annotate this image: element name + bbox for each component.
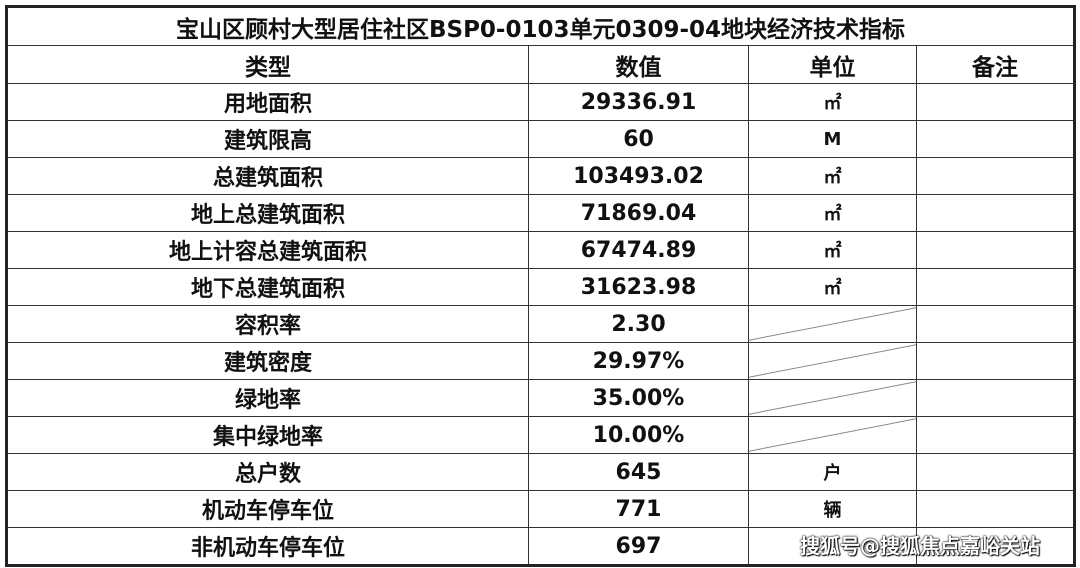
value-cell: 35.00% xyxy=(528,379,749,417)
type-cell: 总户数 xyxy=(6,453,529,491)
table-row: 机动车停车位 771 辆 xyxy=(6,490,1076,528)
note-cell xyxy=(915,379,1076,417)
value-cell: 71869.04 xyxy=(528,194,749,232)
note-cell xyxy=(915,342,1076,380)
unit-cell xyxy=(748,342,917,380)
type-cell: 容积率 xyxy=(6,305,529,343)
unit-cell: M xyxy=(748,120,917,158)
header-row: 类型 数值 单位 备注 xyxy=(6,45,1076,84)
table-row: 地上总建筑面积 71869.04 ㎡ xyxy=(6,194,1076,232)
unit-cell: ㎡ xyxy=(748,194,917,232)
note-cell xyxy=(915,83,1076,121)
header-value: 数值 xyxy=(528,45,749,84)
type-cell: 用地面积 xyxy=(6,83,529,121)
type-cell: 建筑密度 xyxy=(6,342,529,380)
table-title: 宝山区顾村大型居住社区BSP0-0103单元0309-04地块经济技术指标 xyxy=(5,6,1076,46)
value-cell: 29.97% xyxy=(528,342,749,380)
table-row: 总户数 645 户 xyxy=(6,453,1076,491)
note-cell xyxy=(915,527,1076,566)
value-cell: 60 xyxy=(528,120,749,158)
diagonal-slash xyxy=(749,380,916,416)
value-cell: 2.30 xyxy=(528,305,749,343)
type-cell: 绿地率 xyxy=(6,379,529,417)
note-cell xyxy=(915,231,1076,269)
unit-cell xyxy=(748,416,917,454)
unit-cell: ㎡ xyxy=(748,157,917,195)
title-row: 宝山区顾村大型居住社区BSP0-0103单元0309-04地块经济技术指标 xyxy=(5,6,1076,46)
table-row: 建筑密度 29.97% xyxy=(6,342,1076,380)
table-row: 地上计容总建筑面积 67474.89 ㎡ xyxy=(6,231,1076,269)
unit-cell xyxy=(748,527,917,566)
header-note: 备注 xyxy=(915,45,1076,84)
type-cell: 地上总建筑面积 xyxy=(6,194,529,232)
value-cell: 771 xyxy=(528,490,749,528)
value-cell: 645 xyxy=(528,453,749,491)
type-cell: 集中绿地率 xyxy=(6,416,529,454)
unit-cell: ㎡ xyxy=(748,231,917,269)
value-cell: 697 xyxy=(528,527,749,566)
table-row: 非机动车停车位 697 xyxy=(6,527,1076,566)
diagonal-slash xyxy=(749,343,916,379)
type-cell: 非机动车停车位 xyxy=(6,527,529,566)
note-cell xyxy=(915,120,1076,158)
note-cell xyxy=(915,453,1076,491)
value-cell: 29336.91 xyxy=(528,83,749,121)
value-cell: 10.00% xyxy=(528,416,749,454)
note-cell xyxy=(915,268,1076,306)
table-row: 地下总建筑面积 31623.98 ㎡ xyxy=(6,268,1076,306)
unit-cell: 辆 xyxy=(748,490,917,528)
unit-cell: ㎡ xyxy=(748,83,917,121)
note-cell xyxy=(915,416,1076,454)
type-cell: 建筑限高 xyxy=(6,120,529,158)
watermark: 搜狐号@搜狐焦点嘉峪关站 xyxy=(800,534,1040,558)
unit-cell: 户 xyxy=(748,453,917,491)
diagonal-slash xyxy=(749,306,916,342)
note-cell xyxy=(915,490,1076,528)
header-unit: 单位 xyxy=(748,45,917,84)
unit-cell: ㎡ xyxy=(748,268,917,306)
type-cell: 总建筑面积 xyxy=(6,157,529,195)
value-cell: 67474.89 xyxy=(528,231,749,269)
table-row: 建筑限高 60 M xyxy=(6,120,1076,158)
header-type: 类型 xyxy=(6,45,529,84)
economic-indicators-table: 宝山区顾村大型居住社区BSP0-0103单元0309-04地块经济技术指标 类型… xyxy=(5,5,1077,567)
value-cell: 103493.02 xyxy=(528,157,749,195)
table-row: 集中绿地率 10.00% xyxy=(6,416,1076,454)
unit-cell xyxy=(748,379,917,417)
type-cell: 机动车停车位 xyxy=(6,490,529,528)
note-cell xyxy=(915,157,1076,195)
table-row: 容积率 2.30 xyxy=(6,305,1076,343)
unit-cell xyxy=(748,305,917,343)
table-row: 用地面积 29336.91 ㎡ xyxy=(6,83,1076,121)
table-row: 绿地率 35.00% xyxy=(6,379,1076,417)
value-cell: 31623.98 xyxy=(528,268,749,306)
type-cell: 地上计容总建筑面积 xyxy=(6,231,529,269)
type-cell: 地下总建筑面积 xyxy=(6,268,529,306)
table-row: 总建筑面积 103493.02 ㎡ xyxy=(6,157,1076,195)
note-cell xyxy=(915,305,1076,343)
diagonal-slash xyxy=(749,417,916,453)
note-cell xyxy=(915,194,1076,232)
